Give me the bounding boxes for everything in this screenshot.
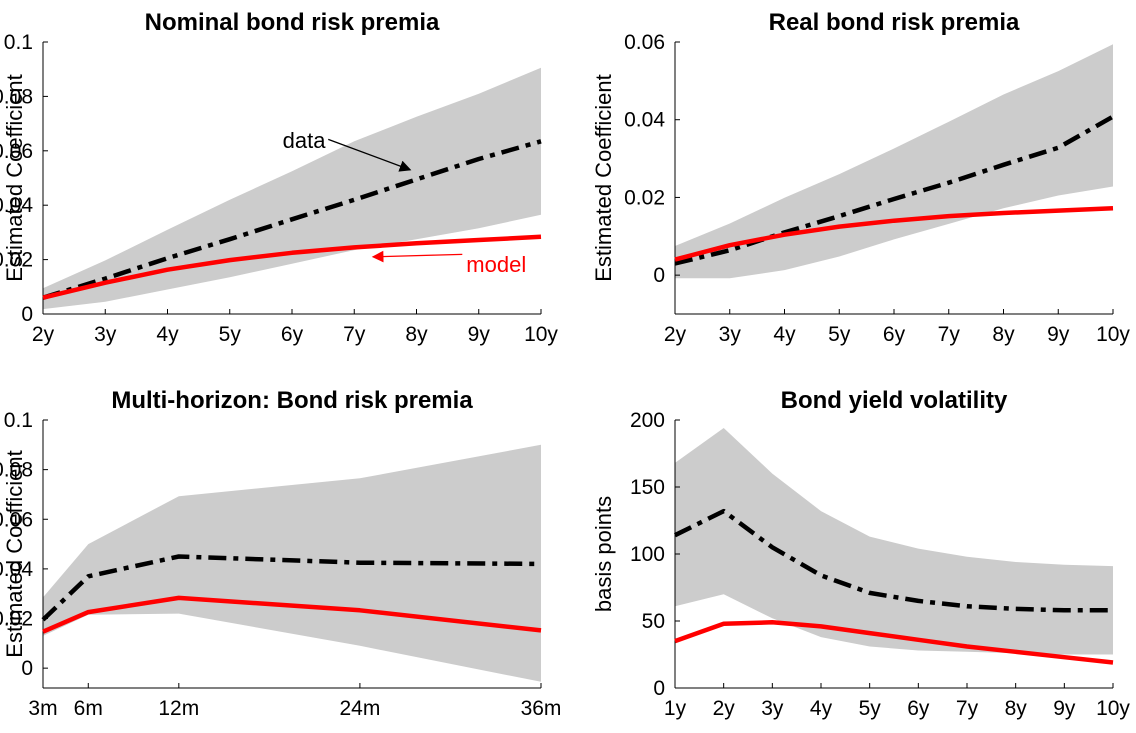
confidence-band — [43, 67, 541, 310]
series-line-model — [42, 234, 542, 300]
chart-panel-4: 1y 2y 3y 4y 5y 6y 7y 8y 9y 10y 0 50 100 150 200 Bond yi… — [591, 387, 1130, 720]
x-tick-label: 3y — [761, 697, 784, 720]
x-tick-label: 2y — [664, 323, 687, 346]
x-tick-label: 10y — [1096, 697, 1130, 720]
series-line-data — [42, 139, 542, 300]
chart-title: Nominal bond risk premia — [145, 9, 440, 36]
y-tick-label: 0.04 — [0, 558, 33, 581]
y-tick-label: 0.06 — [624, 31, 665, 54]
x-tick-label: 3m — [28, 697, 57, 720]
y-tick-label: 0.04 — [0, 194, 33, 217]
series-line-data — [674, 114, 1115, 266]
y-tick-label: 0.02 — [0, 249, 33, 272]
x-tick-label: 7y — [343, 323, 366, 346]
x-tick-label: 2y — [32, 323, 55, 346]
annotation-label: data — [283, 128, 327, 153]
chart-title: Multi-horizon: Bond risk premia — [111, 387, 473, 414]
x-tick-label: 8y — [992, 323, 1015, 346]
confidence-band — [675, 428, 1113, 655]
confidence-band — [675, 44, 1113, 279]
y-tick-label: 0.02 — [624, 186, 665, 209]
x-tick-label: 7y — [956, 697, 979, 720]
chart-panel-1: 2y 3y 4y 5y 6y 7y 8y 9y 10y 0 0.02 0.04 0.06 0.08 0.1 N… — [0, 9, 558, 346]
y-axis-label: Estimated Coefficient — [2, 74, 27, 281]
x-tick-label: 4y — [810, 697, 833, 720]
y-tick-label: 0.08 — [0, 459, 33, 482]
y-tick-label: 50 — [642, 610, 665, 633]
x-tick-label: 3y — [719, 323, 742, 346]
y-tick-label: 150 — [630, 476, 665, 499]
y-tick-label: 0.1 — [4, 31, 33, 54]
series-line-data — [674, 508, 1113, 613]
y-axis-label: Estimated Coefficient — [591, 74, 616, 281]
confidence-band — [43, 444, 541, 682]
y-tick-label: 0.04 — [624, 109, 665, 132]
x-tick-label: 36m — [521, 697, 562, 720]
y-tick-label: 100 — [630, 543, 665, 566]
x-tick-label: 8y — [405, 323, 428, 346]
x-tick-label: 5y — [859, 697, 882, 720]
x-tick-label: 6y — [907, 697, 930, 720]
series-line-data — [41, 554, 542, 622]
y-tick-label: 0 — [21, 657, 33, 680]
x-tick-label: 10y — [1096, 323, 1130, 346]
y-tick-label: 200 — [630, 409, 665, 432]
x-tick-label: 6y — [281, 323, 304, 346]
x-tick-label: 10y — [524, 323, 558, 346]
x-tick-label: 9y — [1047, 323, 1070, 346]
y-tick-label: 0 — [653, 264, 665, 287]
annotation-arrow — [328, 138, 412, 172]
x-tick-label: 12m — [158, 697, 199, 720]
y-tick-label: 0 — [21, 303, 33, 326]
chart-panel-2: 2y 3y 4y 5y 6y 7y 8y 9y 10y 0 0.02 0.04 0.06 Real bon… — [591, 9, 1130, 346]
series-line-model — [674, 206, 1114, 262]
x-tick-label: 7y — [938, 323, 961, 346]
annotation-arrow — [371, 250, 463, 263]
y-tick-label: 0.02 — [0, 608, 33, 631]
x-tick-label: 3y — [94, 323, 117, 346]
annotation-label: model — [466, 252, 526, 277]
y-tick-label: 0.06 — [0, 140, 33, 163]
chart-panel-3: 3m 6m 12m 24m 36m 0 0.02 0.04 0.06 0.08 0.1 Multi-h… — [0, 387, 561, 720]
series-line-model — [42, 595, 542, 634]
chart-title: Real bond risk premia — [769, 9, 1020, 36]
x-tick-label: 6m — [74, 697, 103, 720]
x-tick-label: 6y — [883, 323, 906, 346]
x-tick-label: 8y — [1005, 697, 1028, 720]
x-tick-label: 9y — [468, 323, 491, 346]
x-tick-label: 5y — [219, 323, 242, 346]
x-tick-label: 9y — [1053, 697, 1076, 720]
y-tick-label: 0.06 — [0, 508, 33, 531]
x-tick-label: 4y — [773, 323, 796, 346]
x-tick-label: 1y — [664, 697, 687, 720]
y-tick-label: 0.08 — [0, 85, 33, 108]
x-tick-label: 4y — [156, 323, 179, 346]
y-axis-label: Estimated Coefficient — [2, 450, 27, 657]
y-tick-label: 0 — [653, 677, 665, 700]
y-tick-label: 0.1 — [4, 409, 33, 432]
x-tick-label: 5y — [828, 323, 851, 346]
chart-title: Bond yield volatility — [781, 387, 1008, 414]
series-line-model — [674, 620, 1114, 665]
x-tick-label: 24m — [339, 697, 380, 720]
y-axis-label: basis points — [591, 496, 616, 612]
x-tick-label: 2y — [713, 697, 736, 720]
